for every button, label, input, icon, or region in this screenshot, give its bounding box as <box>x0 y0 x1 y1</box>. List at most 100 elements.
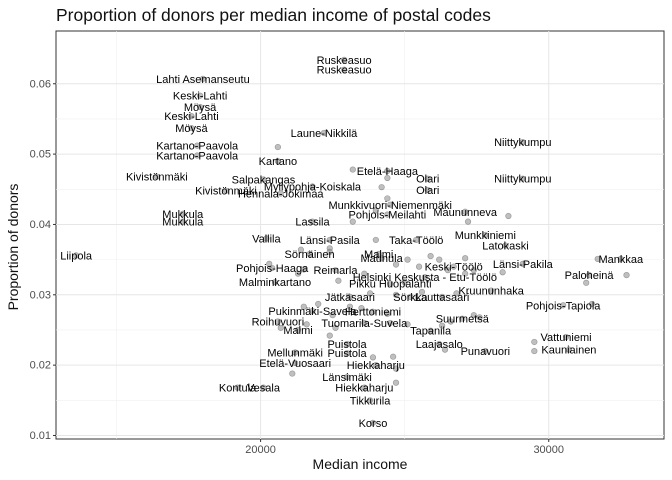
data-point <box>424 186 431 194</box>
point-label: Lauttasaari <box>415 292 469 304</box>
data-point <box>378 184 385 191</box>
data-point <box>519 175 526 182</box>
data-point <box>384 310 391 317</box>
data-point <box>358 305 365 312</box>
point-label: Mukkula <box>162 217 204 229</box>
y-axis-label: Proportion of donors <box>5 183 21 311</box>
y-tick-label: 0.03 <box>30 289 51 301</box>
data-point <box>300 303 307 310</box>
data-point <box>372 236 379 244</box>
data-point <box>617 255 624 263</box>
data-point <box>415 263 423 270</box>
data-point <box>179 218 186 225</box>
data-point <box>341 66 348 73</box>
point-label: Keski-Töölö <box>425 262 483 274</box>
point-label: Etelä-Vuosaari <box>259 358 331 370</box>
data-point <box>404 321 411 328</box>
data-point <box>505 212 512 220</box>
data-point <box>366 397 374 404</box>
point-label: Hiekkaharju <box>335 383 393 395</box>
point-label: Munkkivuori-Niemenmäki <box>329 200 452 212</box>
data-point <box>378 255 385 262</box>
data-point <box>329 312 336 319</box>
point-label: Roihuvuori <box>252 317 305 329</box>
data-point <box>384 211 391 218</box>
point-label: Helsinki Keskusta - Etu-Töölö <box>353 272 497 284</box>
data-point <box>153 173 160 180</box>
point-label: Puistola <box>327 339 367 351</box>
data-point <box>297 246 305 253</box>
data-point <box>369 308 377 315</box>
point-label: Lassila <box>295 217 330 229</box>
point-label: Vesala <box>247 383 281 395</box>
data-point <box>459 315 466 322</box>
data-point <box>531 347 538 355</box>
data-point <box>384 174 391 182</box>
data-point <box>375 250 382 258</box>
point-label: Laune-Nikkilä <box>291 128 359 140</box>
point-label: Vallila <box>252 234 281 246</box>
data-point <box>583 279 590 286</box>
data-point <box>387 280 394 287</box>
data-point <box>260 176 267 183</box>
y-tick-label: 0.04 <box>30 219 51 231</box>
data-point <box>387 319 394 327</box>
data-point <box>372 207 379 214</box>
data-point <box>439 322 446 329</box>
data-point <box>194 142 201 149</box>
point-label: Laajasalo <box>416 339 463 351</box>
point-label: Jätkäsaari <box>325 292 375 304</box>
data-point <box>320 129 328 137</box>
data-point <box>447 318 454 325</box>
point-label: Punavuori <box>461 346 511 358</box>
data-point <box>332 324 339 331</box>
data-point <box>271 279 279 286</box>
data-point <box>482 347 489 355</box>
point-label: Mankkaa <box>598 254 644 266</box>
x-axis-label: Median income <box>312 456 408 472</box>
point-label: Sörnäinen <box>284 249 334 261</box>
data-point <box>263 235 270 242</box>
x-tick-label: 30000 <box>533 444 564 456</box>
point-label: Pohjois-Tapiola <box>526 300 601 312</box>
point-label: Möysä <box>175 123 208 135</box>
point-label: Korso <box>359 418 388 430</box>
data-point <box>294 326 302 334</box>
data-point <box>623 271 630 279</box>
point-label: Kauniainen <box>541 345 596 357</box>
data-point <box>519 139 526 146</box>
point-label: Lahti Asemanseutu <box>156 74 250 86</box>
point-label: Pohjois-Haaga <box>236 263 309 275</box>
point-label: Kartano-Paavola <box>156 141 239 153</box>
point-label: Paloheinä <box>565 270 615 282</box>
data-point <box>444 267 451 274</box>
point-label: Niittykumpu <box>494 137 551 149</box>
chart-title: Proportion of donors per median income o… <box>56 5 491 25</box>
point-label: Möysä <box>184 102 217 114</box>
data-point <box>222 187 230 194</box>
point-label: Maununneva <box>433 207 497 219</box>
data-point <box>560 302 567 309</box>
point-label: Malmi <box>364 249 393 261</box>
data-point <box>424 175 431 182</box>
data-point <box>421 274 428 281</box>
point-label: Tapanila <box>410 326 452 338</box>
data-points <box>73 56 630 426</box>
data-point <box>565 346 573 353</box>
data-point <box>234 384 241 391</box>
y-tick-label: 0.05 <box>30 149 51 161</box>
data-point <box>196 103 204 111</box>
point-label: Mukkula <box>162 209 204 221</box>
data-point <box>392 261 400 268</box>
data-point <box>372 362 379 369</box>
data-point <box>194 152 201 159</box>
data-point <box>369 354 377 361</box>
data-point <box>361 270 368 277</box>
data-point <box>450 263 457 270</box>
data-point <box>269 264 276 272</box>
data-point <box>588 300 596 308</box>
data-point <box>361 384 368 391</box>
data-point <box>519 260 526 267</box>
